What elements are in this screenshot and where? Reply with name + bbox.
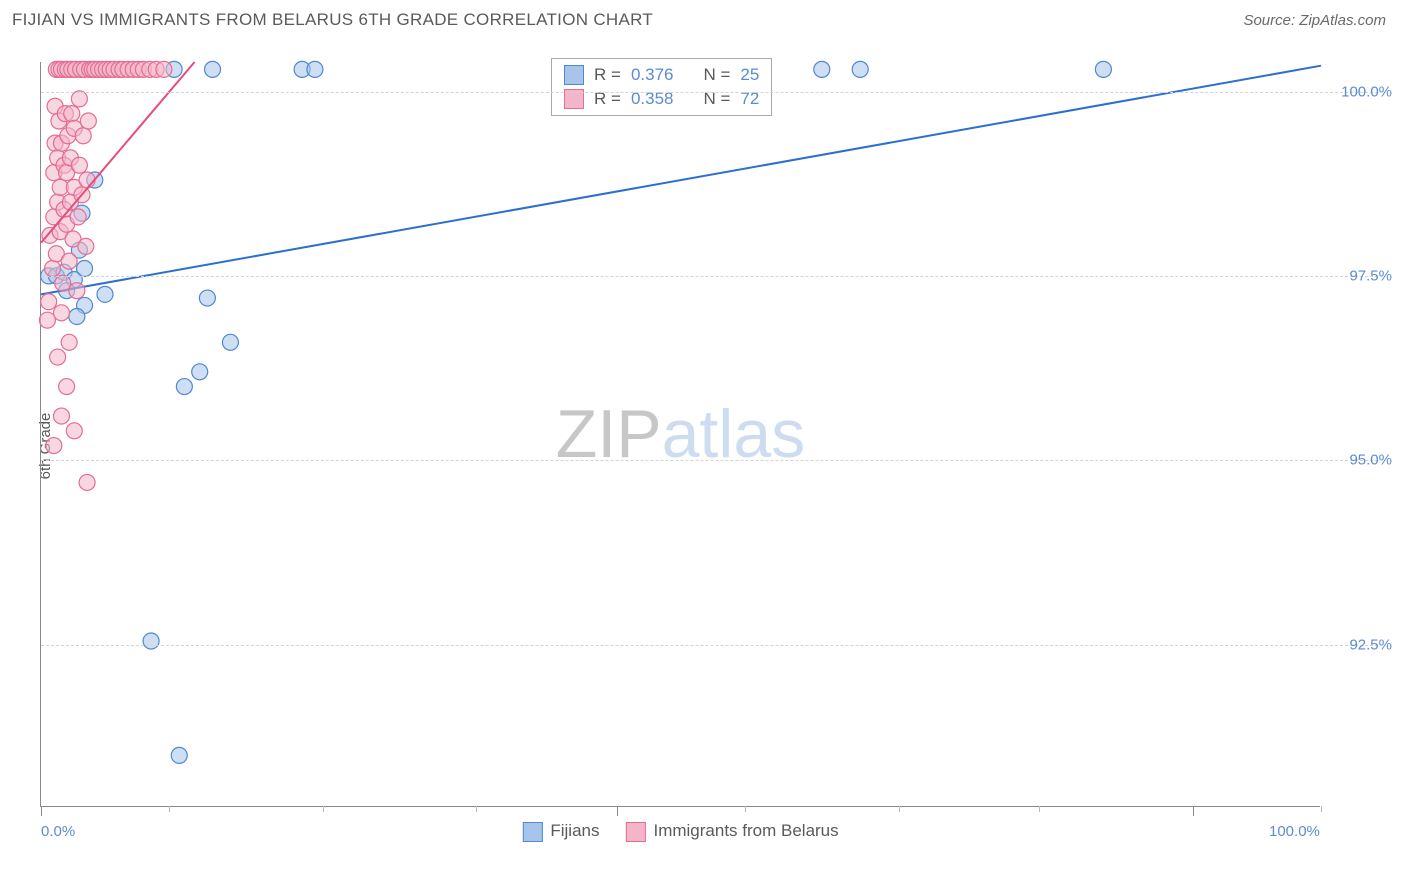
source-attribution: Source: ZipAtlas.com <box>1243 12 1386 29</box>
x-tick-minor <box>1321 806 1322 812</box>
gridline <box>41 645 1378 646</box>
gridline <box>41 92 1378 93</box>
data-point <box>75 128 91 144</box>
x-tick-minor <box>745 806 746 812</box>
legend-swatch-fijians <box>564 65 584 85</box>
data-point <box>66 423 82 439</box>
gridline <box>41 276 1378 277</box>
data-point <box>64 106 80 122</box>
data-point <box>70 209 86 225</box>
data-point <box>45 261 61 277</box>
data-point <box>78 238 94 254</box>
legend-item-belarus: Immigrants from Belarus <box>625 821 838 842</box>
data-point <box>814 61 830 77</box>
legend-n-value-fijians: 25 <box>740 65 759 85</box>
scatter-svg <box>41 62 1320 806</box>
data-point <box>55 275 71 291</box>
chart-title: FIJIAN VS IMMIGRANTS FROM BELARUS 6TH GR… <box>12 10 653 30</box>
data-point <box>61 334 77 350</box>
data-point <box>205 61 221 77</box>
correlation-legend: R = 0.376 N = 25 R = 0.358 N = 72 <box>551 58 772 116</box>
y-tick-label: 97.5% <box>1349 267 1392 284</box>
legend-swatch-icon <box>625 822 645 842</box>
data-point <box>79 474 95 490</box>
data-point <box>77 261 93 277</box>
x-tick-minor <box>899 806 900 812</box>
y-tick-label: 100.0% <box>1341 83 1392 100</box>
data-point <box>1095 61 1111 77</box>
x-tick-major <box>617 806 618 816</box>
x-tick-minor <box>169 806 170 812</box>
legend-r-label: R = <box>594 65 621 85</box>
series-legend: Fijians Immigrants from Belarus <box>522 821 838 842</box>
x-tick-major <box>41 806 42 816</box>
data-point <box>176 379 192 395</box>
data-point <box>71 157 87 173</box>
legend-item-fijians: Fijians <box>522 821 599 842</box>
data-point <box>852 61 868 77</box>
x-tick-label: 0.0% <box>41 823 75 840</box>
x-tick-label: 100.0% <box>1269 823 1320 840</box>
legend-r-value-fijians: 0.376 <box>631 65 674 85</box>
data-point <box>307 61 323 77</box>
legend-n-label: N = <box>703 65 730 85</box>
x-tick-minor <box>323 806 324 812</box>
data-point <box>41 294 57 310</box>
legend-row-fijians: R = 0.376 N = 25 <box>564 63 759 87</box>
data-point <box>143 633 159 649</box>
legend-swatch-icon <box>522 822 542 842</box>
data-point <box>61 253 77 269</box>
data-point <box>171 747 187 763</box>
data-point <box>156 61 172 77</box>
y-tick-label: 92.5% <box>1349 636 1392 653</box>
data-point <box>192 364 208 380</box>
x-tick-major <box>1193 806 1194 816</box>
data-point <box>50 349 66 365</box>
x-tick-minor <box>476 806 477 812</box>
data-point <box>79 172 95 188</box>
data-point <box>39 312 55 328</box>
x-tick-minor <box>1039 806 1040 812</box>
y-tick-label: 95.0% <box>1349 452 1392 469</box>
data-point <box>199 290 215 306</box>
data-point <box>53 305 69 321</box>
data-point <box>46 438 62 454</box>
data-point <box>97 286 113 302</box>
legend-label-fijians: Fijians <box>550 821 599 840</box>
data-point <box>71 91 87 107</box>
data-point <box>53 408 69 424</box>
data-point <box>222 334 238 350</box>
data-point <box>80 113 96 129</box>
data-point <box>59 379 75 395</box>
data-point <box>69 283 85 299</box>
gridline <box>41 460 1378 461</box>
chart-plot-area: ZIPatlas R = 0.376 N = 25 R = 0.358 N = … <box>40 62 1320 807</box>
data-point <box>69 308 85 324</box>
legend-label-belarus: Immigrants from Belarus <box>653 821 838 840</box>
